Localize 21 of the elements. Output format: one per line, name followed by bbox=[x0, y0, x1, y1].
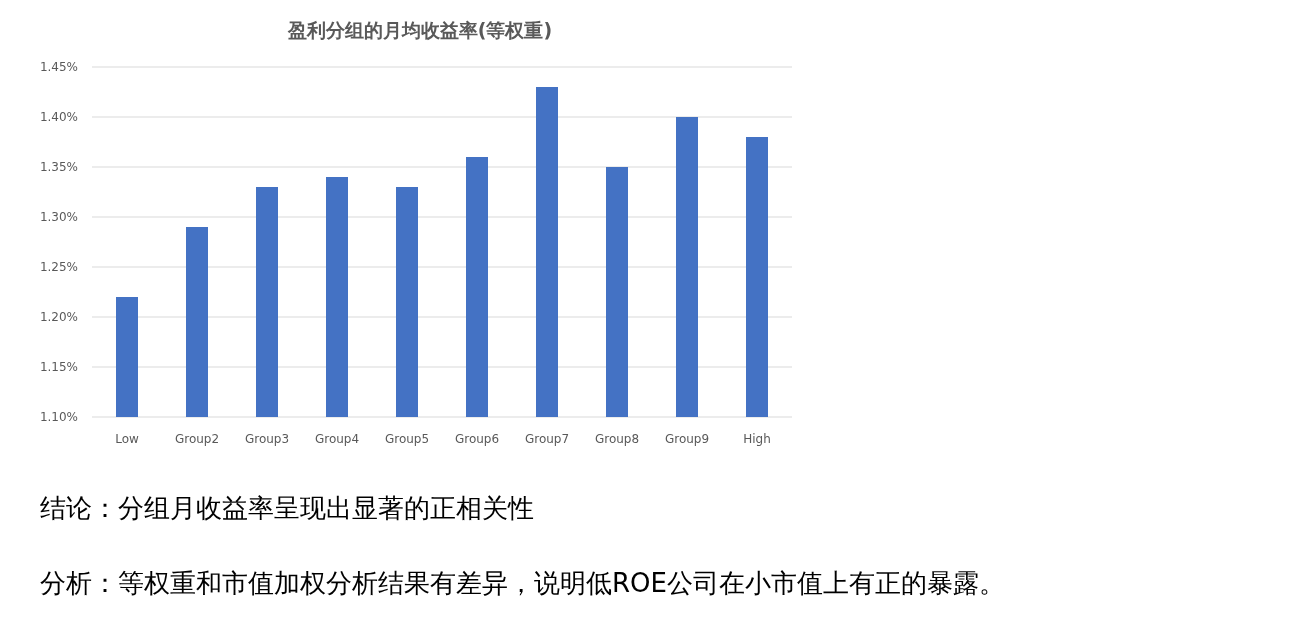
chart-title: 盈利分组的月均收益率(等权重) bbox=[286, 19, 553, 41]
x-tick-label: Group8 bbox=[594, 432, 640, 446]
y-tick-label: 1.10% bbox=[39, 410, 78, 424]
x-tick-label: High bbox=[743, 432, 771, 446]
y-tick-label: 1.45% bbox=[39, 60, 78, 74]
x-tick-label: Group7 bbox=[524, 432, 570, 446]
y-tick-label: 1.30% bbox=[39, 210, 78, 224]
text: 分析：等权重和市值加权分析结果有差异，说明低ROE公司在小市值上有正的暴露。 bbox=[40, 568, 1005, 598]
y-tick-label: 1.40% bbox=[39, 110, 78, 124]
y-tick-label: 1.35% bbox=[39, 160, 78, 174]
x-tick-label: Group2 bbox=[174, 432, 220, 446]
text: 结论：分组月收益率呈现出显著的正相关性 bbox=[40, 493, 534, 523]
y-tick-label: 1.25% bbox=[39, 260, 78, 274]
x-tick-label: Group3 bbox=[244, 432, 290, 446]
x-tick-label: Low bbox=[115, 432, 139, 446]
x-tick-label: Group4 bbox=[314, 432, 360, 446]
x-tick-label: Group5 bbox=[384, 432, 430, 446]
x-tick-label: Group6 bbox=[454, 432, 500, 446]
y-tick-label: 1.15% bbox=[39, 360, 78, 374]
x-tick-label: Group9 bbox=[664, 432, 710, 446]
y-tick-label: 1.20% bbox=[39, 310, 78, 324]
